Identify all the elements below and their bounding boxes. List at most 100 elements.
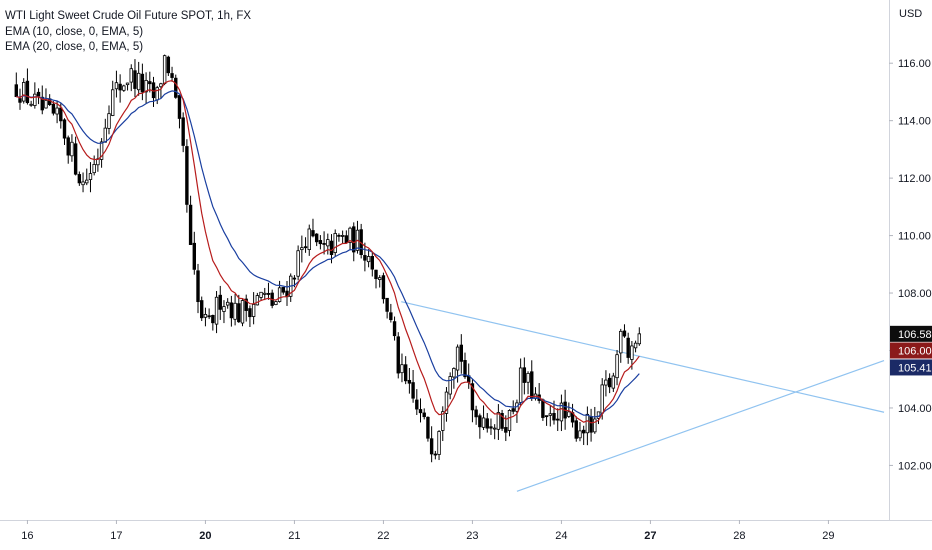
chart-legend: WTI Light Sweet Crude Oil Future SPOT, 1… — [5, 9, 251, 56]
candle-up — [203, 313, 208, 318]
candle-up — [103, 127, 107, 143]
candle-up — [437, 431, 441, 455]
candle-down — [170, 73, 174, 78]
candle-down — [552, 412, 556, 421]
last-price-tag-label: 106.58 — [898, 329, 932, 341]
candle-up — [481, 417, 486, 428]
candle-down — [196, 270, 200, 303]
candle-down — [211, 315, 215, 324]
y-tick-label: 112.00 — [898, 173, 931, 185]
candle-up — [263, 292, 267, 295]
candle-up — [578, 430, 582, 439]
candle-up — [162, 55, 167, 84]
candle-down — [322, 243, 326, 245]
candle-down — [426, 416, 430, 439]
ema20-legend[interactable]: EMA (20, close, 0, EMA, 5) — [5, 41, 144, 53]
candle-down — [474, 409, 478, 418]
x-tick-label: 28 — [733, 530, 745, 542]
candle-down — [36, 91, 41, 97]
candle-up — [225, 301, 230, 306]
candle-up — [144, 79, 148, 93]
candle-down — [266, 293, 271, 295]
candle-up — [633, 342, 638, 349]
candle-down — [459, 344, 463, 362]
candle-down — [470, 383, 475, 411]
candle-down — [392, 321, 397, 337]
time-axis[interactable]: 16 17 20 21 22 23 24 27 28 29 — [0, 520, 932, 542]
candle-down — [374, 269, 378, 280]
candle-up — [251, 304, 256, 317]
candle-down — [118, 83, 122, 91]
candle-up — [307, 228, 311, 250]
candle-down — [59, 107, 63, 122]
candle-down — [66, 137, 70, 156]
candle-down — [329, 240, 334, 256]
candle-down — [403, 364, 408, 382]
candle-down — [530, 371, 534, 399]
candle-up — [55, 107, 59, 115]
candle-down — [363, 255, 367, 261]
candle-down — [589, 416, 593, 433]
x-tick-label: 17 — [110, 530, 122, 542]
candle-up — [593, 418, 597, 433]
candle-up — [452, 368, 456, 378]
candle-down — [73, 143, 78, 175]
candle-down — [303, 246, 308, 249]
price-axis[interactable]: USD116.00114.00112.00110.00108.00106.001… — [889, 0, 932, 520]
candle-down — [62, 119, 67, 139]
candle-down — [626, 337, 630, 358]
x-tick-label: 23 — [466, 530, 478, 542]
candle-up — [259, 291, 263, 298]
candle-up — [22, 82, 26, 102]
candle-down — [25, 80, 30, 104]
candle-up — [585, 413, 590, 434]
y-tick-label: 110.00 — [898, 231, 931, 243]
candle-up — [604, 379, 608, 386]
candle-down — [411, 382, 415, 399]
candle-up — [567, 411, 571, 417]
candle-up — [155, 87, 159, 101]
candle-down — [177, 95, 182, 119]
x-tick-label: 16 — [21, 530, 33, 542]
candle-down — [185, 146, 189, 205]
x-tick-label: 21 — [288, 530, 300, 542]
candle-up — [114, 82, 119, 90]
x-tick-label: 22 — [377, 530, 389, 542]
candle-up — [107, 113, 111, 129]
candle-up — [92, 164, 96, 174]
candle-down — [192, 242, 196, 270]
candle-down — [478, 415, 482, 428]
candle-up — [348, 227, 352, 243]
candle-down — [396, 336, 400, 374]
candle-down — [148, 81, 152, 85]
triangle-trendlines — [401, 301, 885, 492]
candle-up — [274, 301, 278, 306]
y-tick-label: 108.00 — [898, 288, 932, 300]
candle-down — [511, 408, 515, 412]
symbol-title[interactable]: WTI Light Sweet Crude Oil Future SPOT, 1… — [5, 10, 252, 22]
candle-down — [415, 399, 419, 410]
candle-up — [378, 277, 382, 280]
candle-down — [140, 73, 145, 93]
x-tick-label: 24 — [555, 530, 567, 542]
candle-up — [400, 364, 404, 374]
ema-lines — [16, 79, 640, 424]
candle-up — [600, 384, 604, 414]
candle-down — [504, 427, 508, 433]
candle-up — [88, 173, 93, 180]
trendline — [516, 359, 885, 492]
candle-up — [548, 413, 552, 416]
candle-up — [559, 402, 564, 422]
candle-up — [70, 141, 74, 157]
candle-up — [441, 411, 445, 431]
last-price-tag — [890, 325, 932, 342]
candle-up — [615, 354, 619, 379]
candle-up — [518, 367, 523, 403]
candle-down — [522, 367, 527, 383]
candle-up — [611, 375, 616, 389]
ema10-legend[interactable]: EMA (10, close, 0, EMA, 5) — [5, 25, 144, 38]
candle-down — [463, 360, 467, 378]
price-tags: 106.58 106.00 105.41 — [890, 325, 932, 376]
y-tick-label: 102.00 — [898, 460, 932, 472]
